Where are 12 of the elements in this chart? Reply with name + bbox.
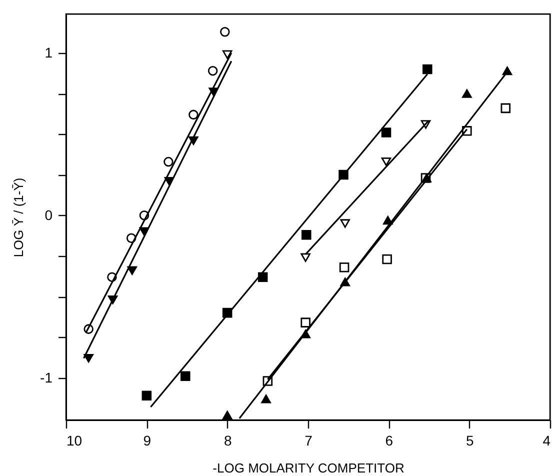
y-tick-label: 1: [44, 44, 53, 60]
x-axis-title: -LOG MOLARITY COMPETITOR: [212, 460, 404, 476]
x-tick-label: 6: [385, 432, 394, 448]
x-tick-label: 4: [542, 432, 551, 448]
y-axis-title: LOG Ȳ / (1-Ȳ): [11, 178, 26, 258]
y-tick-label: -1: [40, 369, 53, 386]
y-tick-label: 0: [44, 206, 53, 223]
x-tick-label: 8: [224, 432, 232, 448]
x-tick-label: 9: [143, 432, 152, 448]
x-tick-label: 10: [66, 432, 82, 448]
x-tick-label: 7: [304, 432, 313, 448]
x-tick-label: 5: [466, 432, 474, 448]
